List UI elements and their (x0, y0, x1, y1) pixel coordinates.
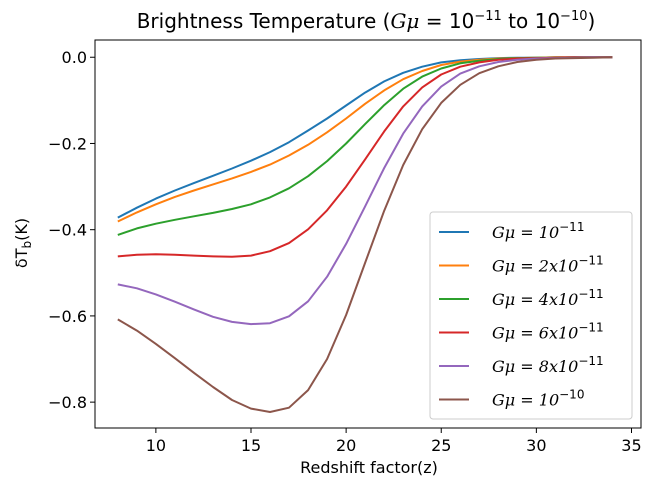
legend: Gμ = 10−11 Gμ = 2x10−11 Gμ = 4x10−11 Gμ = 6… (429, 211, 633, 420)
series-line-5 (117, 56, 613, 326)
x-tick-label: 10 (146, 436, 166, 455)
legend-label: Gμ = 4x10−11 (492, 287, 604, 309)
chart-title: Brightness Temperature (Gμ = 10−11 to 10… (137, 9, 596, 33)
y-tick-label: −0.2 (48, 134, 87, 153)
plot-lines (117, 56, 613, 413)
y-axis-ticks: 0.0 −0.2 −0.4 −0.6 −0.8 (48, 48, 95, 412)
legend-box (429, 211, 633, 420)
y-tick-label: −0.4 (48, 221, 87, 240)
y-axis-label: δTb(K) (12, 218, 34, 268)
y-tick-label: 0.0 (62, 48, 87, 67)
legend-label: Gμ = 8x10−11 (492, 354, 604, 376)
x-axis-ticks: 10 15 20 25 30 35 (146, 428, 642, 455)
x-tick-label: 25 (431, 436, 451, 455)
x-tick-label: 20 (336, 436, 356, 455)
x-tick-label: 30 (526, 436, 546, 455)
plot-frame (94, 39, 642, 429)
y-tick-label: −0.6 (48, 307, 87, 326)
x-tick-label: 35 (621, 436, 641, 455)
legend-label: Gμ = 10−11 (492, 220, 584, 242)
legend-label: Gμ = 6x10−11 (492, 321, 604, 343)
x-axis-label: Redshift factor(z) (300, 458, 438, 477)
series-line-6 (117, 56, 613, 413)
x-tick-label: 15 (241, 436, 261, 455)
series-line-2 (117, 56, 613, 223)
legend-label: Gμ = 2x10−11 (492, 254, 604, 276)
series-line-1 (117, 56, 613, 219)
legend-label: Gμ = 10−10 (492, 388, 584, 410)
y-tick-label: −0.8 (48, 393, 87, 412)
